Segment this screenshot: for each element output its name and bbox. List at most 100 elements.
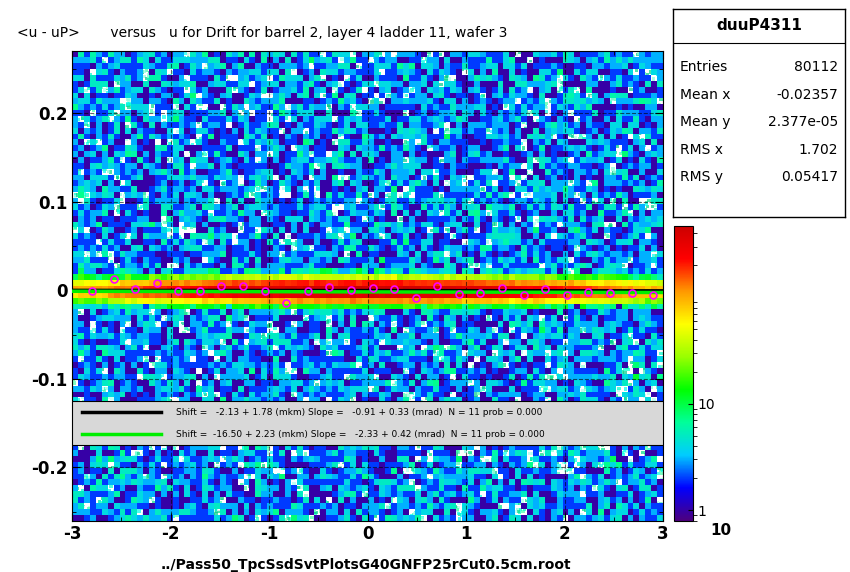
Point bbox=[285, 388, 298, 397]
Point bbox=[299, 195, 313, 204]
Point bbox=[239, 196, 252, 205]
Point bbox=[223, 202, 236, 212]
Point bbox=[478, 149, 491, 158]
Point bbox=[155, 483, 168, 492]
Point bbox=[573, 500, 586, 509]
Point bbox=[649, 487, 662, 496]
Point bbox=[580, 357, 593, 366]
Point bbox=[373, 181, 387, 190]
Point bbox=[451, 203, 465, 212]
Point bbox=[269, 450, 282, 459]
Point bbox=[227, 223, 241, 232]
Point bbox=[115, 134, 128, 144]
Point bbox=[643, 416, 656, 425]
Point bbox=[76, 480, 90, 489]
Point bbox=[290, 81, 303, 90]
Point bbox=[252, 284, 265, 293]
Point bbox=[581, 84, 594, 93]
Point bbox=[241, 180, 255, 189]
Point bbox=[142, 336, 156, 345]
Point bbox=[121, 388, 134, 397]
Point bbox=[213, 466, 227, 475]
Point bbox=[375, 268, 388, 277]
Point bbox=[536, 177, 549, 186]
Point bbox=[234, 432, 247, 441]
Point bbox=[286, 416, 299, 426]
Point bbox=[400, 286, 413, 295]
Point bbox=[171, 400, 184, 409]
Point bbox=[241, 296, 255, 305]
Point bbox=[381, 265, 394, 275]
Point bbox=[206, 239, 219, 248]
Point bbox=[401, 235, 415, 244]
Point bbox=[371, 309, 384, 319]
Point bbox=[224, 454, 238, 463]
Point bbox=[284, 470, 298, 479]
Point bbox=[391, 307, 405, 316]
Point bbox=[480, 388, 494, 398]
Point bbox=[623, 301, 637, 310]
Point bbox=[540, 369, 553, 378]
Point bbox=[107, 339, 121, 348]
Point bbox=[578, 159, 592, 168]
Point bbox=[242, 150, 256, 160]
Point bbox=[375, 330, 388, 339]
Point bbox=[276, 473, 290, 482]
Point bbox=[582, 289, 596, 299]
Point bbox=[620, 56, 634, 65]
Point bbox=[425, 226, 439, 235]
Point bbox=[264, 474, 278, 483]
Point bbox=[388, 287, 401, 296]
Point bbox=[125, 109, 139, 118]
Point bbox=[627, 320, 641, 329]
Point bbox=[546, 325, 559, 335]
Point bbox=[322, 61, 336, 70]
Point bbox=[237, 299, 251, 308]
Point bbox=[105, 62, 118, 72]
Point bbox=[90, 503, 104, 513]
Point bbox=[582, 126, 596, 135]
Point bbox=[574, 444, 587, 454]
Point bbox=[340, 392, 354, 401]
Point bbox=[352, 214, 366, 224]
Point bbox=[527, 362, 541, 371]
Point bbox=[113, 281, 127, 291]
Point bbox=[587, 232, 601, 241]
Point bbox=[432, 182, 445, 192]
Point bbox=[78, 488, 92, 498]
Point bbox=[446, 323, 460, 332]
Point bbox=[412, 296, 426, 305]
Point bbox=[519, 202, 533, 211]
Point bbox=[66, 198, 80, 208]
Point bbox=[484, 57, 498, 66]
Point bbox=[114, 71, 128, 80]
Point bbox=[458, 119, 472, 128]
Point bbox=[303, 308, 317, 317]
Point bbox=[528, 323, 541, 332]
Point bbox=[189, 513, 202, 522]
Point bbox=[223, 231, 236, 240]
Point bbox=[84, 207, 98, 216]
Point bbox=[303, 180, 316, 189]
Point bbox=[323, 418, 337, 427]
Point bbox=[541, 372, 555, 382]
Point bbox=[445, 157, 459, 166]
Point bbox=[517, 88, 530, 97]
Point bbox=[369, 263, 382, 272]
Point bbox=[449, 463, 462, 472]
Point bbox=[212, 422, 225, 431]
Point bbox=[267, 502, 280, 511]
Point bbox=[436, 114, 450, 123]
Point bbox=[400, 76, 413, 85]
Point bbox=[208, 100, 222, 109]
Point bbox=[173, 148, 187, 157]
Point bbox=[314, 235, 327, 244]
Point bbox=[86, 488, 99, 498]
Point bbox=[157, 363, 171, 372]
Point bbox=[259, 499, 273, 509]
Point bbox=[562, 336, 575, 345]
Point bbox=[220, 133, 234, 142]
Point bbox=[622, 293, 636, 302]
Point bbox=[235, 256, 248, 265]
Point bbox=[409, 303, 422, 312]
